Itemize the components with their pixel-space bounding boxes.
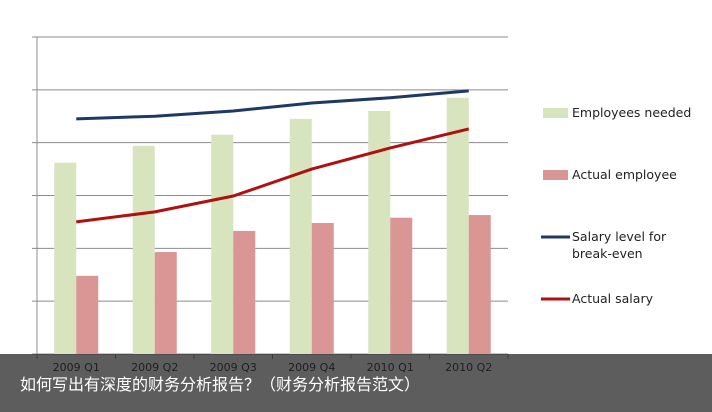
line <box>76 89 469 121</box>
line <box>76 127 470 224</box>
bar <box>233 230 256 354</box>
bar <box>289 118 312 355</box>
caption: 如何写出有深度的财务分析报告？（财务分析报告范文） <box>20 375 421 394</box>
bar <box>446 97 469 354</box>
bar <box>54 162 77 354</box>
legend-swatch <box>543 108 568 118</box>
bar <box>390 217 413 354</box>
caption-overlay <box>0 354 712 412</box>
bar <box>76 275 99 354</box>
legend-swatch <box>543 170 568 180</box>
bar <box>368 110 391 354</box>
bar <box>211 134 234 354</box>
legend-label: Salary level for break-even <box>572 229 667 261</box>
bar <box>154 252 177 354</box>
legend-label: Employees needed <box>572 105 692 120</box>
bar <box>311 222 334 354</box>
legend-label: Actual salary <box>572 291 653 306</box>
bar <box>468 215 491 354</box>
bar <box>132 145 155 354</box>
legend-label: Actual employee <box>572 167 677 182</box>
